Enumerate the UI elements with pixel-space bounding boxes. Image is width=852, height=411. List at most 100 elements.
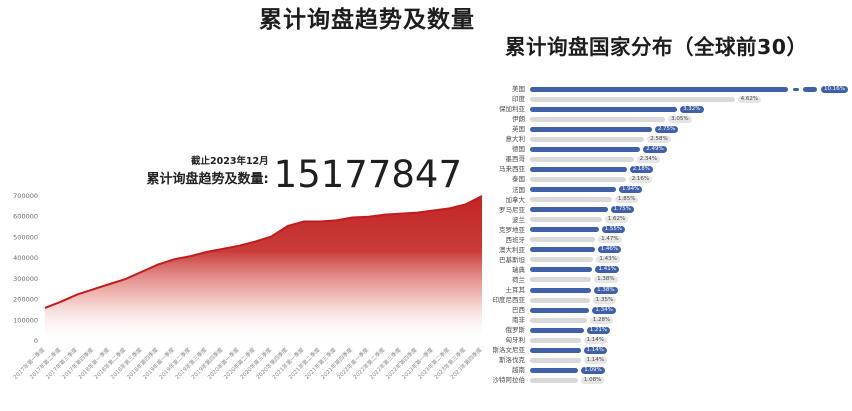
country-row: 匈牙利 1.14% — [0, 335, 852, 345]
country-label: 加拿大 — [505, 195, 526, 204]
country-bar — [530, 217, 602, 223]
value-badge: 1.34% — [592, 306, 616, 314]
country-bar — [530, 197, 612, 203]
country-row: 斯洛文尼亚 1.14% — [0, 345, 852, 355]
value-badge: 2.34% — [636, 155, 661, 163]
country-row: 印度 4.62% — [0, 94, 852, 104]
country-label: 美国 — [512, 85, 525, 93]
y-axis-tick: 100000 — [13, 316, 38, 324]
country-bar — [530, 247, 595, 253]
country-row: 保加利亚 3.32% — [0, 104, 852, 114]
country-row: 英国 2.75% — [0, 124, 852, 134]
y-axis-tick: 300000 — [13, 275, 38, 283]
country-row: 斯洛伐克 1.14% — [0, 355, 852, 365]
value-badge: 1.14% — [583, 346, 607, 354]
country-label: 沙特阿拉伯 — [492, 376, 526, 385]
value-badge: 3.32% — [680, 105, 704, 113]
country-row: 罗马尼亚 1.75% — [0, 205, 852, 215]
country-row: 土耳其 1.38% — [0, 285, 852, 295]
country-bar — [530, 237, 596, 243]
country-label: 斯洛伐克 — [499, 356, 525, 365]
country-label: 巴基斯坦 — [499, 255, 525, 264]
country-row: 意大利 2.58% — [0, 134, 852, 144]
country-bar — [530, 347, 581, 353]
country-bar — [530, 297, 590, 303]
country-label: 印度尼西亚 — [492, 296, 526, 305]
country-label: 法国 — [512, 185, 525, 194]
value-badge: 1.21% — [586, 326, 611, 334]
y-axis-tick: 400000 — [13, 254, 38, 262]
country-bar — [530, 126, 652, 132]
country-label: 俄罗斯 — [505, 326, 526, 335]
country-row: 印度尼西亚 1.35% — [0, 295, 852, 305]
y-axis-tick: 700000 — [13, 192, 38, 200]
country-bar — [530, 187, 616, 192]
country-label: 斯洛文尼亚 — [492, 346, 526, 355]
country-bar — [530, 227, 599, 233]
y-axis-tick: 500000 — [13, 233, 38, 241]
country-label: 瑞典 — [512, 265, 525, 274]
country-row: 泰国 2.16% — [0, 174, 852, 184]
trend-chart-title: 累计询盘趋势及数量 — [259, 7, 475, 33]
value-badge: 1.14% — [583, 336, 607, 344]
country-bar — [530, 106, 678, 112]
country-bar — [530, 156, 634, 162]
country-row: 越南 1.09% — [0, 365, 852, 375]
country-row: 美国 10.16% — [0, 84, 852, 94]
country-label: 澳大利亚 — [499, 245, 525, 254]
value-badge: 1.94% — [618, 186, 643, 193]
country-label: 德国 — [512, 145, 525, 154]
value-badge: 1.38% — [594, 286, 618, 294]
country-bar — [530, 96, 735, 102]
country-bar — [530, 367, 579, 373]
value-badge: 1.75% — [610, 206, 634, 214]
value-badge: 1.62% — [604, 216, 629, 224]
value-badge: 4.62% — [737, 95, 762, 103]
country-row: 加拿大 1.85% — [0, 195, 852, 205]
value-badge: 1.09% — [581, 366, 605, 374]
country-label: 英国 — [512, 125, 525, 134]
value-badge: 2.16% — [628, 175, 653, 183]
country-label: 印度 — [512, 95, 525, 104]
y-axis-tick: 200000 — [13, 296, 38, 304]
total-inquiries-label: 累计询盘趋势及数量: — [146, 172, 269, 187]
value-badge: 1.47% — [598, 236, 622, 244]
country-row: 法国 1.94% — [0, 185, 852, 195]
value-badge: 1.28% — [589, 316, 614, 324]
country-label: 马来西亚 — [499, 165, 525, 174]
value-badge: 3.05% — [668, 115, 692, 123]
country-bar — [530, 277, 592, 283]
country-row: 西班牙 1.47% — [0, 235, 852, 245]
country-label: 巴西 — [512, 306, 525, 315]
country-row: 南非 1.28% — [0, 315, 852, 325]
value-badge: 2.49% — [643, 145, 667, 153]
value-badge: 1.85% — [614, 196, 639, 204]
country-bar — [530, 166, 627, 172]
country-bar — [530, 86, 788, 92]
value-badge: 1.41% — [595, 266, 619, 274]
country-bar — [530, 207, 608, 213]
value-badge: 1.43% — [596, 256, 620, 264]
country-row: 德国 2.49% — [0, 144, 852, 154]
country-bar — [530, 176, 626, 182]
country-row: 俄罗斯 1.21% — [0, 325, 852, 335]
country-label: 伊朗 — [512, 115, 525, 124]
country-bar — [530, 377, 578, 383]
country-label: 克罗地亚 — [499, 225, 525, 234]
country-label: 泰国 — [512, 175, 525, 184]
area-chart: 0 100000 200000 300000 400000 500000 600000 700… — [11, 192, 483, 381]
value-badge: 2.75% — [654, 125, 679, 133]
country-bar — [530, 116, 666, 122]
country-label: 西班牙 — [505, 235, 526, 244]
country-row: 伊朗 3.05% — [0, 114, 852, 124]
country-bar — [530, 317, 587, 323]
country-label: 越南 — [512, 366, 525, 375]
country-row: 瑞典 1.41% — [0, 265, 852, 275]
country-label: 匈牙利 — [505, 336, 526, 345]
country-row: 巴基斯坦 1.43% — [0, 255, 852, 265]
country-bar — [530, 357, 581, 363]
country-row: 巴西 1.34% — [0, 305, 852, 315]
country-row: 沙特阿拉伯 1.08% — [0, 375, 852, 385]
country-label: 意大利 — [505, 135, 526, 144]
y-axis-tick: 600000 — [13, 213, 38, 221]
